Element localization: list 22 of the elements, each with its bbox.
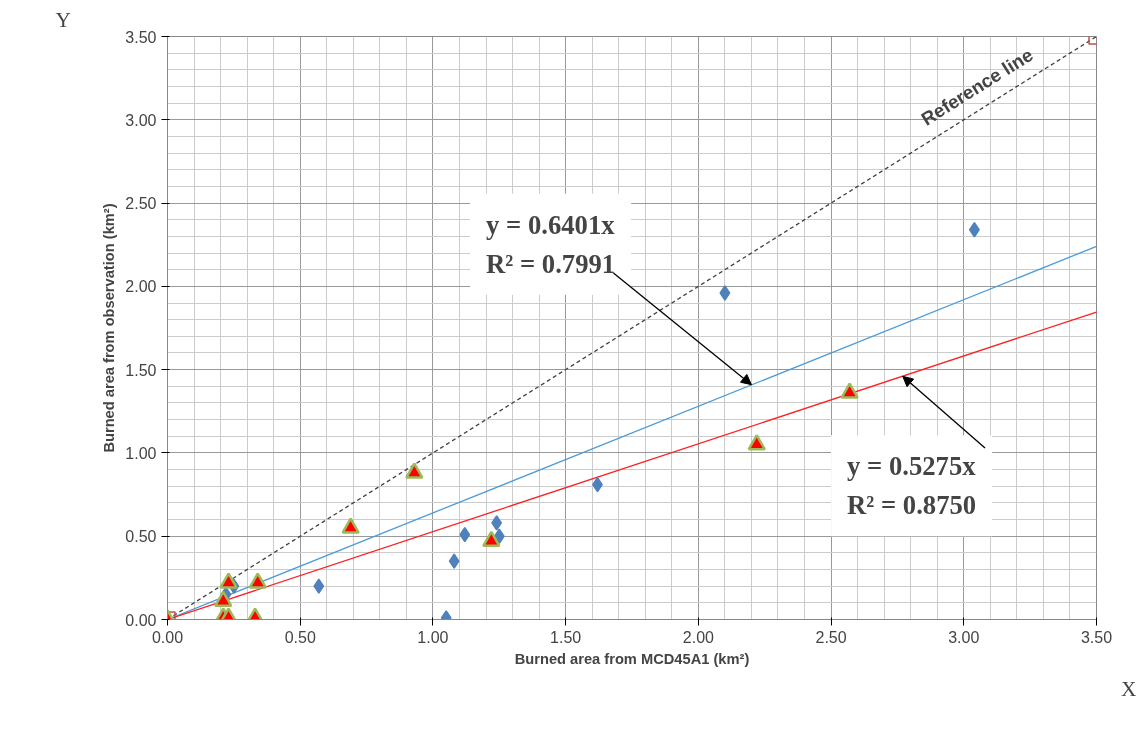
x-tick-label: 1.00 (417, 628, 449, 646)
text: X (1121, 676, 1138, 701)
y-tick-label: 1.00 (125, 444, 157, 462)
y-tick-label: 2.00 (125, 278, 157, 296)
x-tick-label: 3.50 (1080, 628, 1113, 646)
y-tick-label: 0.00 (125, 611, 157, 629)
y-tick-label: 2.50 (125, 195, 157, 213)
y-axis-title: Burned area from observation (km²) (101, 203, 118, 453)
x-axis-title: Burned area from MCD45A1 (km²) (514, 650, 750, 667)
y-tick-label: 0.50 (125, 528, 157, 546)
annotation: y = 0.5275x R² = 0.8750 (847, 451, 977, 521)
text: Y (55, 7, 71, 32)
annotation: y = 0.6401x R² = 0.7991 (486, 209, 616, 279)
x-tick-label: 1.50 (550, 628, 582, 646)
x-tick-label: 2.00 (682, 628, 715, 646)
x-tick-label: 0.00 (151, 628, 184, 646)
y-tick-label: 1.50 (125, 361, 157, 379)
x-tick-label: 0.50 (284, 628, 316, 646)
x-tick-label: 3.00 (948, 628, 980, 646)
y-tick-label: 3.00 (125, 111, 157, 129)
y-tick-label: 3.50 (125, 28, 157, 46)
x-tick-label: 2.50 (815, 628, 847, 646)
